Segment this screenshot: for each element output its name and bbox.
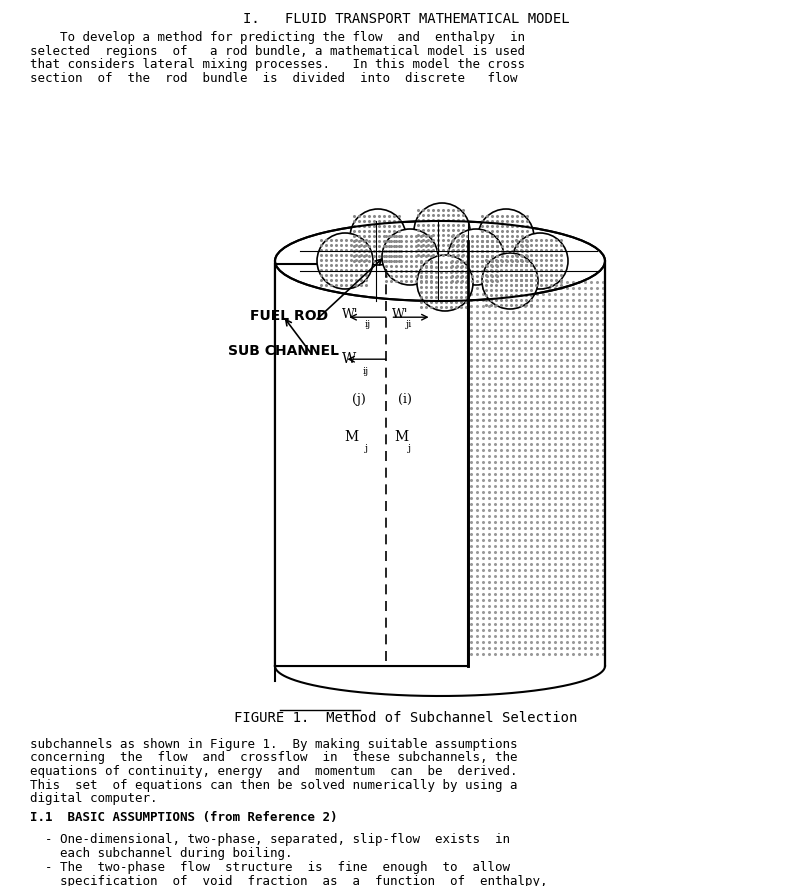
Text: M: M — [394, 431, 408, 444]
Text: ji: ji — [405, 320, 411, 330]
Text: subchannels as shown in Figure 1.  By making suitable assumptions: subchannels as shown in Figure 1. By mak… — [30, 738, 517, 751]
Text: concerning  the  flow  and  crossflow  in  these subchannels, the: concerning the flow and crossflow in the… — [30, 751, 517, 765]
Polygon shape — [275, 264, 467, 666]
Text: W': W' — [341, 307, 358, 321]
Text: M: M — [344, 431, 358, 444]
Text: SUB CHANNEL: SUB CHANNEL — [228, 344, 338, 358]
Circle shape — [482, 253, 538, 309]
Text: equations of continuity, energy  and  momentum  can  be  derived.: equations of continuity, energy and mome… — [30, 765, 517, 778]
Circle shape — [414, 203, 470, 259]
Text: W': W' — [391, 307, 407, 321]
Text: I.1  BASIC ASSUMPTIONS (from Reference 2): I.1 BASIC ASSUMPTIONS (from Reference 2) — [30, 811, 337, 824]
Circle shape — [350, 209, 406, 265]
Text: that considers lateral mixing processes.   In this model the cross: that considers lateral mixing processes.… — [30, 58, 525, 71]
Circle shape — [448, 229, 504, 285]
Text: - One-dimensional, two-phase, separated, slip-flow  exists  in: - One-dimensional, two-phase, separated,… — [30, 833, 509, 846]
Text: selected  regions  of   a rod bundle, a mathematical model is used: selected regions of a rod bundle, a math… — [30, 44, 525, 58]
Text: W: W — [341, 353, 356, 366]
Text: j: j — [364, 444, 367, 454]
Text: ij: ij — [362, 367, 368, 377]
Circle shape — [417, 255, 473, 311]
Text: FUEL ROD: FUEL ROD — [250, 309, 328, 323]
Circle shape — [512, 233, 568, 289]
Circle shape — [381, 229, 437, 285]
Text: To develop a method for predicting the flow  and  enthalpy  in: To develop a method for predicting the f… — [30, 31, 525, 44]
Text: I.   FLUID TRANSPORT MATHEMATICAL MODEL: I. FLUID TRANSPORT MATHEMATICAL MODEL — [242, 12, 569, 26]
Circle shape — [478, 209, 534, 265]
Text: (i): (i) — [397, 392, 411, 406]
Text: FIGURE 1.  Method of Subchannel Selection: FIGURE 1. Method of Subchannel Selection — [234, 711, 577, 725]
Text: each subchannel during boiling.: each subchannel during boiling. — [30, 846, 292, 859]
Text: (j): (j) — [351, 392, 365, 406]
Text: j: j — [407, 444, 410, 454]
Text: This  set  of equations can then be solved numerically by using a: This set of equations can then be solved… — [30, 779, 517, 791]
Text: digital computer.: digital computer. — [30, 792, 157, 805]
Circle shape — [316, 233, 372, 289]
Text: ij: ij — [364, 320, 371, 330]
Text: - The  two-phase  flow  structure  is  fine  enough  to  allow: - The two-phase flow structure is fine e… — [30, 861, 509, 874]
Text: specification  of  void  fraction  as  a  function  of  enthalpy,: specification of void fraction as a func… — [30, 874, 547, 886]
Text: section  of  the  rod  bundle  is  divided  into  discrete   flow: section of the rod bundle is divided int… — [30, 72, 517, 84]
